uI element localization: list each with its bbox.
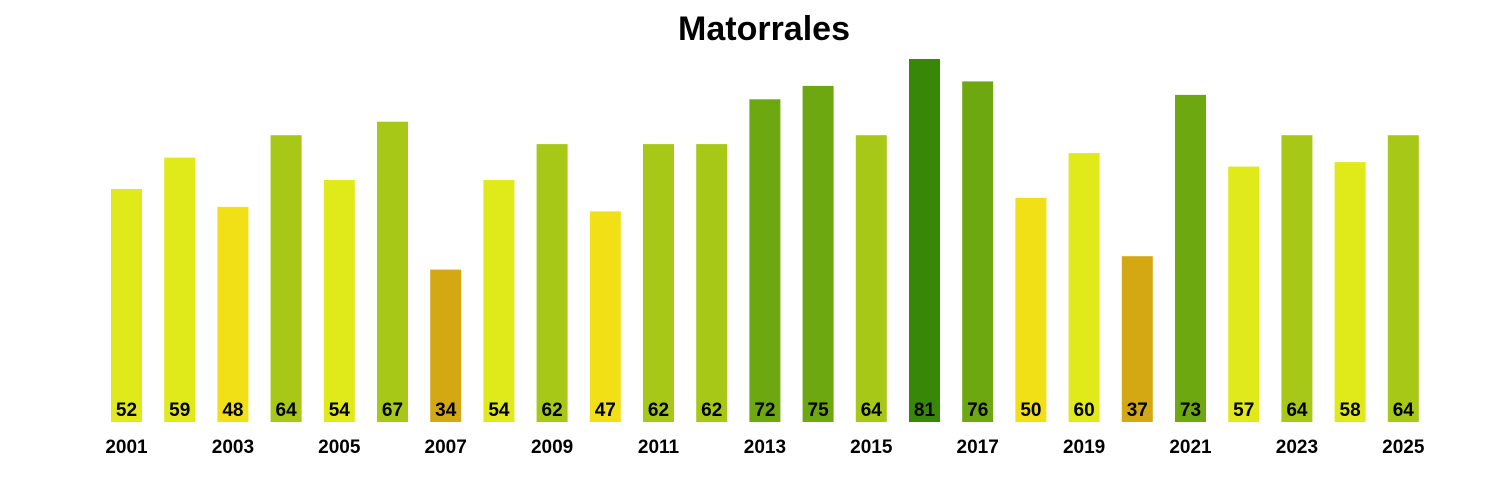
bar-2020: [1121, 256, 1153, 422]
value-label-2014: 75: [808, 400, 830, 421]
bar-2023: [1281, 135, 1313, 422]
bar-2001: [111, 189, 142, 422]
value-label-2022: 57: [1233, 400, 1254, 421]
x-tick-label-2005: 2005: [318, 437, 361, 458]
bar-2010: [589, 211, 621, 422]
value-label-2013: 72: [754, 400, 775, 421]
value-label-2006: 67: [382, 400, 403, 421]
value-label-2023: 64: [1286, 400, 1308, 421]
bar-2005: [323, 180, 355, 422]
x-tick-label-2001: 2001: [105, 437, 148, 458]
x-tick-label-2025: 2025: [1382, 437, 1425, 458]
x-tick-label-2011: 2011: [638, 437, 680, 458]
value-label-2010: 47: [595, 400, 616, 421]
value-label-2011: 62: [648, 400, 669, 421]
value-label-2015: 64: [861, 400, 883, 421]
value-label-2021: 73: [1180, 400, 1201, 421]
bar-2016: [909, 59, 940, 422]
bars-group: [111, 59, 1419, 423]
value-label-2019: 60: [1074, 400, 1095, 421]
x-tick-label-2015: 2015: [850, 437, 893, 458]
value-labels-group: 52 59 48 64 54 67 34 54 62 47 62 62 72 75 64 81 76 50 60 37…: [116, 400, 1414, 421]
x-tick-label-2017: 2017: [957, 437, 999, 458]
bar-2024: [1334, 162, 1366, 422]
chart-title: Matorrales: [678, 10, 850, 48]
value-label-2001: 52: [116, 400, 137, 421]
bar-2021: [1175, 94, 1206, 423]
x-tick-labels-group: 2001 2003 2005 2007 2009 2011 2013 2015 2017 2019…: [105, 437, 1425, 458]
bar-2004: [270, 135, 302, 422]
value-label-2007: 34: [435, 400, 457, 421]
bar-2013: [749, 99, 781, 423]
bar-2017: [962, 81, 994, 423]
value-label-2024: 58: [1340, 400, 1361, 421]
value-label-2005: 54: [329, 400, 351, 421]
value-label-2008: 54: [488, 400, 510, 421]
bar-2008: [483, 180, 515, 422]
bar-2003: [217, 206, 249, 422]
value-label-2009: 62: [542, 400, 563, 421]
x-tick-label-2013: 2013: [744, 437, 786, 458]
bar-2014: [802, 85, 834, 423]
value-label-2020: 37: [1127, 400, 1148, 421]
value-label-2003: 48: [222, 400, 243, 421]
bar-2007: [430, 269, 462, 422]
value-label-2004: 64: [276, 400, 298, 421]
x-tick-label-2007: 2007: [425, 437, 467, 458]
x-tick-label-2023: 2023: [1276, 437, 1318, 458]
x-tick-label-2009: 2009: [531, 437, 573, 458]
bar-2019: [1068, 153, 1100, 422]
value-label-2017: 76: [967, 400, 988, 421]
value-label-2002: 59: [169, 400, 190, 421]
bar-2022: [1228, 166, 1260, 422]
value-label-2016: 81: [914, 400, 936, 421]
value-label-2012: 62: [701, 400, 722, 421]
x-tick-label-2003: 2003: [212, 437, 254, 458]
value-label-2025: 64: [1393, 400, 1415, 421]
bar-2009: [536, 144, 568, 422]
bar-2006: [377, 121, 408, 422]
x-tick-label-2021: 2021: [1169, 437, 1212, 458]
x-tick-label-2019: 2019: [1063, 437, 1105, 458]
bar-2025: [1387, 135, 1419, 422]
bar-2012: [696, 144, 728, 422]
bar-2011: [643, 144, 674, 422]
bar-2018: [1015, 197, 1047, 422]
bar-2002: [164, 157, 196, 422]
value-label-2018: 50: [1020, 400, 1041, 421]
bar-2015: [855, 135, 887, 422]
